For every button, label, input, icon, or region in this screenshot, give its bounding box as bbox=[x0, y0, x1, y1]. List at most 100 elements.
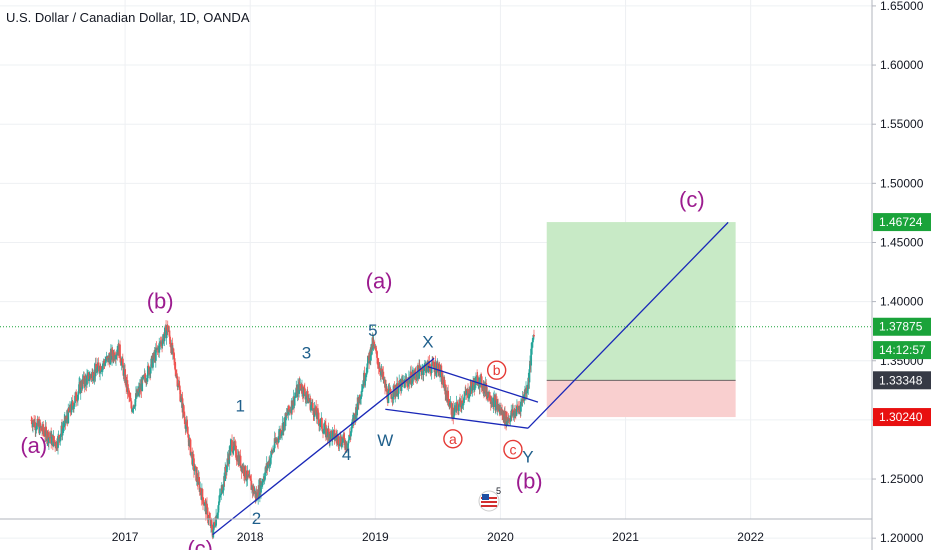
candle-body-565 bbox=[351, 420, 354, 423]
candle-body-248 bbox=[171, 342, 174, 353]
wave-label-1: (b) bbox=[147, 289, 174, 314]
candle-body-791 bbox=[480, 375, 482, 377]
candle-body-356 bbox=[232, 441, 235, 452]
candle-body-530 bbox=[331, 431, 334, 440]
candle-body-654 bbox=[402, 380, 405, 383]
candle-body-622 bbox=[384, 379, 386, 388]
candle-body-339 bbox=[223, 476, 225, 487]
candle-body-65 bbox=[67, 408, 70, 424]
candle-body-278 bbox=[188, 439, 191, 447]
candle-body-606 bbox=[374, 347, 377, 351]
candle-body-619 bbox=[382, 371, 385, 380]
candle-body-711 bbox=[434, 362, 437, 374]
candle-body-760 bbox=[462, 402, 465, 404]
candle-body-603 bbox=[373, 341, 376, 345]
candle-body-441 bbox=[281, 431, 283, 434]
candle-body-146 bbox=[113, 352, 116, 360]
candle-body-474 bbox=[299, 384, 302, 389]
candle-body-309 bbox=[206, 503, 208, 508]
candle-body-106 bbox=[90, 373, 93, 378]
candle-body-558 bbox=[347, 440, 350, 444]
wave-label-2: (c) bbox=[187, 536, 213, 550]
candle-body-76 bbox=[73, 402, 76, 406]
candle-body-484 bbox=[305, 396, 308, 398]
circled-labels: a b c bbox=[443, 360, 523, 460]
candle-body-847 bbox=[512, 409, 514, 416]
candle-body-345 bbox=[226, 458, 229, 466]
candle-body-244 bbox=[169, 336, 171, 345]
candle-body-742 bbox=[452, 407, 455, 419]
wave-label-7: 5 bbox=[368, 321, 377, 340]
candle-body-143 bbox=[111, 349, 114, 357]
candle-body-204 bbox=[146, 378, 149, 382]
candle-body-292 bbox=[196, 473, 199, 482]
candle-body-272 bbox=[185, 425, 187, 429]
candle-body-694 bbox=[425, 364, 427, 373]
candle-body-774 bbox=[470, 381, 473, 388]
trend-line-3 bbox=[527, 221, 729, 429]
candle-body-63 bbox=[66, 415, 69, 419]
candle-body-368 bbox=[239, 455, 242, 468]
candle-body-505 bbox=[317, 412, 320, 420]
y-tick-9: 1.20000 bbox=[880, 531, 924, 545]
candle-body-516 bbox=[323, 424, 326, 430]
candle-body-104 bbox=[89, 374, 92, 377]
candle-body-737 bbox=[449, 403, 452, 407]
candle-body-739 bbox=[450, 402, 453, 415]
candle-body-608 bbox=[376, 351, 378, 358]
candlestick-series bbox=[30, 320, 535, 540]
trend-lines[interactable] bbox=[212, 221, 729, 536]
candle-body-42 bbox=[54, 442, 57, 447]
candle-body-51 bbox=[59, 436, 62, 442]
candle-body-696 bbox=[426, 362, 428, 370]
candle-body-817 bbox=[494, 399, 497, 411]
candle-body-15 bbox=[38, 422, 41, 434]
candle-body-763 bbox=[464, 391, 467, 396]
candle-body-512 bbox=[321, 428, 324, 432]
candle-body-235 bbox=[164, 327, 166, 336]
candle-body-342 bbox=[224, 466, 227, 471]
candle-body-317 bbox=[210, 520, 213, 525]
candle-body-492 bbox=[310, 405, 312, 411]
candle-body-225 bbox=[158, 343, 161, 353]
candle-body-447 bbox=[284, 413, 287, 427]
candle-body-719 bbox=[439, 374, 442, 376]
candle-body-491 bbox=[309, 398, 312, 411]
price-label-text-3: 1.33348 bbox=[879, 373, 923, 387]
candle-body-854 bbox=[516, 405, 518, 412]
candle-body-782 bbox=[475, 376, 477, 386]
candle-body-229 bbox=[160, 341, 163, 345]
candle-body-865 bbox=[522, 397, 525, 400]
candle-body-762 bbox=[463, 395, 466, 398]
candle-body-322 bbox=[213, 522, 216, 524]
x-tick-2021: 2021 bbox=[612, 530, 639, 544]
candle-body-269 bbox=[183, 413, 186, 417]
candle-body-819 bbox=[496, 400, 498, 410]
candle-body-837 bbox=[506, 417, 509, 422]
candle-body-766 bbox=[465, 390, 468, 395]
candle-body-274 bbox=[186, 421, 188, 427]
candle-body-626 bbox=[386, 388, 389, 400]
candle-body-750 bbox=[456, 403, 459, 409]
candle-body-652 bbox=[401, 378, 403, 382]
candle-body-882 bbox=[531, 339, 534, 342]
candle-body-214 bbox=[152, 359, 154, 368]
candle-body-386 bbox=[249, 478, 252, 481]
wave-label-0: (a) bbox=[20, 433, 47, 458]
candle-body-753 bbox=[458, 399, 461, 406]
candle-body-348 bbox=[228, 450, 231, 464]
candle-body-472 bbox=[298, 381, 301, 386]
candle-body-387 bbox=[250, 480, 253, 490]
candle-body-205 bbox=[146, 365, 149, 379]
candle-body-514 bbox=[322, 430, 325, 434]
candle-body-27 bbox=[45, 430, 48, 442]
candle-body-182 bbox=[133, 406, 136, 408]
us-flag-icon[interactable]: 5 bbox=[478, 486, 501, 512]
candle-body-77 bbox=[74, 395, 76, 403]
candle-body-861 bbox=[520, 401, 522, 412]
candle-body-633 bbox=[390, 393, 393, 399]
trend-line-2 bbox=[427, 366, 539, 403]
candle-body-407 bbox=[261, 482, 264, 484]
